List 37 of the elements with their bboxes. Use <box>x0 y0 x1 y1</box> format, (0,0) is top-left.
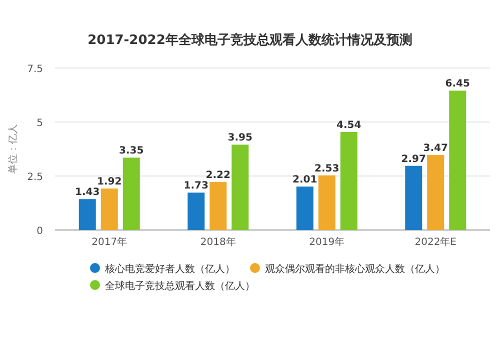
y-tick-label: 0 <box>36 226 43 237</box>
bar <box>405 166 422 230</box>
x-tick-label: 2022年E <box>414 236 457 248</box>
bar <box>78 199 96 230</box>
legend-label: 核心电竞爱好者人数（亿人） <box>104 263 235 275</box>
data-label: 3.95 <box>228 132 252 144</box>
bar <box>318 175 336 230</box>
y-axis-title: 单位：亿人 <box>7 124 19 174</box>
bar <box>210 182 227 230</box>
x-tick-label: 2019年 <box>309 236 345 248</box>
data-label: 1.73 <box>184 180 208 192</box>
bar <box>340 132 358 230</box>
x-tick-label: 2017年 <box>92 236 128 248</box>
data-label: 2.53 <box>314 163 340 174</box>
bar <box>232 144 249 230</box>
y-tick-label: 5 <box>36 118 43 129</box>
y-tick-label: 2.5 <box>27 172 43 183</box>
bar <box>188 192 205 230</box>
bar <box>427 155 444 230</box>
x-tick-label: 2018年 <box>200 236 236 248</box>
data-label: 2.97 <box>401 154 426 165</box>
data-label: 2.01 <box>292 174 318 186</box>
chart-title: 2017-2022年全球电子竞技总观看人数统计情况及预测 <box>88 32 412 48</box>
legend-label: 全球电子竞技总观看人数（亿人） <box>105 280 255 292</box>
bar <box>122 158 140 230</box>
data-label: 1.43 <box>75 187 100 198</box>
data-label: 2.22 <box>206 170 230 182</box>
data-label: 6.45 <box>445 78 470 90</box>
bar <box>296 186 314 230</box>
bar <box>449 90 466 230</box>
y-tick-label: 7.5 <box>27 64 43 75</box>
data-label: 4.54 <box>336 120 362 131</box>
data-label: 3.35 <box>119 146 144 157</box>
data-label: 3.47 <box>423 143 448 154</box>
bar <box>100 188 118 230</box>
legend-label: 观众偶尔观看的非核心观众人数（亿人） <box>265 263 445 275</box>
data-label: 1.92 <box>97 176 122 188</box>
